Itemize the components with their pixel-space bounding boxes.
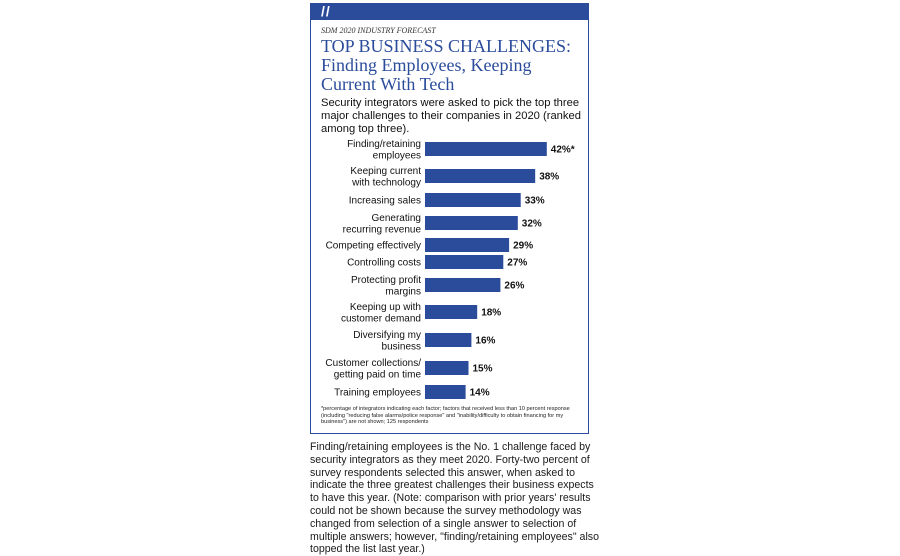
chart-footnote: *percentage of integrators indicating ea… (321, 406, 570, 426)
slash-decoration-icon: // (321, 3, 331, 19)
category-label: employees (373, 150, 421, 161)
bar-value-label: 42%* (551, 145, 575, 156)
category-label: with technology (351, 177, 421, 188)
category-label: Generating (372, 213, 421, 224)
bar (425, 305, 478, 319)
category-label: getting paid on time (334, 369, 422, 380)
category-label: Customer collections/ (325, 358, 421, 369)
chart-title: TOP BUSINESS CHALLENGES: Finding Employe… (321, 37, 586, 94)
bar (425, 385, 466, 399)
category-label: Protecting profit (351, 275, 421, 286)
kicker-label: SDM 2020 INDUSTRY FORECAST (321, 26, 436, 35)
bar-value-label: 26% (504, 281, 524, 292)
bar (425, 255, 504, 269)
chart-title-line2: Finding Employees, Keeping Current With … (321, 55, 532, 94)
chart-card: // SDM 2020 INDUSTRY FORECAST TOP BUSINE… (310, 3, 589, 434)
category-label: Increasing sales (349, 196, 421, 207)
category-label: Controlling costs (347, 258, 421, 269)
bar (425, 238, 510, 252)
bar-value-label: 15% (473, 364, 493, 375)
category-label: customer demand (341, 313, 421, 324)
bar-value-label: 14% (470, 388, 490, 399)
bar (425, 361, 469, 375)
bar-value-label: 27% (507, 258, 527, 269)
category-label: Diversifying my (353, 330, 421, 341)
category-label: business (382, 341, 421, 352)
bar-value-label: 33% (525, 196, 545, 207)
bar (425, 216, 518, 230)
bar-value-label: 38% (539, 172, 559, 183)
bar-value-label: 16% (475, 336, 495, 347)
bar (425, 333, 472, 347)
category-label: Keeping current (350, 166, 421, 177)
bar (425, 278, 501, 292)
chart-title-line1: TOP BUSINESS CHALLENGES: (321, 36, 572, 56)
header-bar: // (311, 3, 588, 20)
category-label: Training employees (334, 388, 421, 399)
bar-value-label: 32% (522, 219, 542, 230)
bar (425, 193, 521, 207)
article-paragraph: Finding/retaining employees is the No. 1… (310, 441, 599, 556)
bar (425, 169, 536, 183)
bar-value-label: 18% (481, 308, 501, 319)
bar-value-label: 29% (513, 241, 533, 252)
category-label: recurring revenue (343, 224, 422, 235)
bar (425, 142, 547, 156)
chart-subtitle: Security integrators were asked to pick … (321, 97, 581, 135)
category-label: margins (385, 286, 421, 297)
category-label: Keeping up with (350, 302, 421, 313)
category-label: Finding/retaining (347, 139, 421, 150)
category-label: Competing effectively (326, 241, 421, 252)
